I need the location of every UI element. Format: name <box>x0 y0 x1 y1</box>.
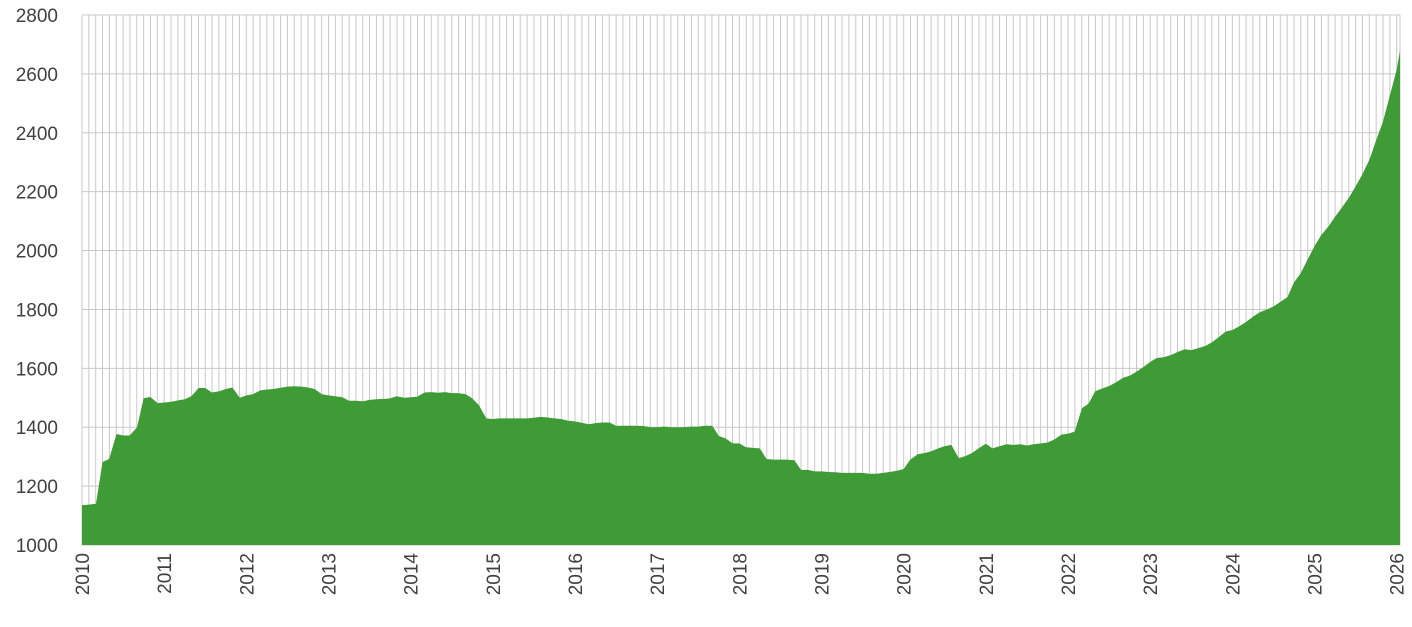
x-tick-label: 2020 <box>895 553 916 595</box>
x-tick-label: 2013 <box>320 553 341 595</box>
x-tick-label: 2011 <box>155 553 176 594</box>
x-axis-tick-labels: 2010 2011 2012 2013 2014 2015 2016 2017 2018 2019… <box>73 553 1409 596</box>
y-axis-tick-labels: 1000 1200 1400 1600 1800 2000 2200 2400 2600 2800 <box>16 6 58 557</box>
y-tick-label: 2400 <box>16 124 58 145</box>
x-tick-label: 2018 <box>730 553 751 595</box>
x-tick-label: 2026 <box>1388 553 1409 595</box>
area-series <box>82 50 1400 545</box>
x-tick-label: 2010 <box>73 553 94 595</box>
x-tick-label: 2022 <box>1059 553 1080 595</box>
x-tick-label: 2025 <box>1306 553 1327 595</box>
x-tick-label: 2024 <box>1223 553 1244 596</box>
y-tick-label: 1200 <box>16 477 58 498</box>
y-tick-label: 1400 <box>16 418 58 439</box>
x-tick-label: 2014 <box>402 553 423 596</box>
x-tick-label: 2019 <box>813 553 834 595</box>
x-tick-label: 2021 <box>977 553 998 595</box>
y-tick-label: 1000 <box>16 536 58 557</box>
x-tick-label: 2015 <box>484 553 505 595</box>
y-tick-label: 2000 <box>16 242 58 263</box>
y-tick-label: 2800 <box>16 6 58 27</box>
x-tick-label: 2017 <box>648 553 669 595</box>
x-tick-label: 2023 <box>1141 553 1162 595</box>
x-tick-label: 2016 <box>566 553 587 595</box>
y-tick-label: 2200 <box>16 183 58 204</box>
y-tick-label: 1800 <box>16 300 58 321</box>
x-tick-label: 2012 <box>237 553 258 595</box>
y-tick-label: 2600 <box>16 65 58 86</box>
area-series-fill <box>82 50 1400 545</box>
y-tick-label: 1600 <box>16 359 58 380</box>
